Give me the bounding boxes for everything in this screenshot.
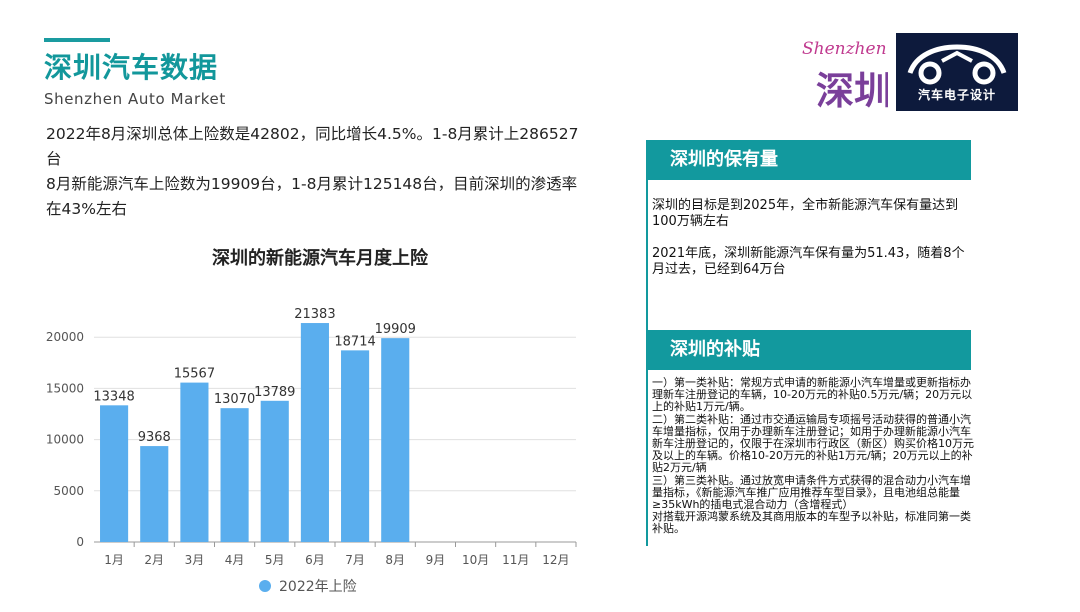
data-label: 15567 [174,367,215,382]
y-tick-label: 20000 [46,330,84,344]
bar [100,405,129,542]
subsidy-paragraph: 对搭载开源鸿蒙系统及其商用版本的车型予以补贴，标准同第一类补贴。 [652,510,971,536]
bar [341,350,370,542]
ownership-paragraph: 深圳的目标是到2025年，全市新能源汽车保有量达到100万辆左右 [652,198,959,229]
title-accent-bar [44,38,110,42]
x-tick-label: 8月 [385,553,405,567]
legend-label: 2022年上险 [279,579,357,595]
brand-logo: 汽车电子设计 [896,33,1018,111]
x-tick-label: 6月 [305,553,325,567]
x-tick-label: 1月 [104,553,124,567]
page-subtitle: Shenzhen Auto Market [44,90,226,108]
data-label: 9368 [138,430,171,445]
y-tick-label: 0 [76,535,84,549]
shenzhen-logo-text: 深圳 [816,69,888,112]
shenzhen-logo-graphic: Shenzhen 深圳 [802,39,892,113]
x-tick-label: 3月 [185,553,205,567]
subsidy-paragraph: 三）第三类补贴。通过放宽申请条件方式获得的混合动力小汽车增量指标，《新能源汽车推… [652,473,971,512]
summary-line-total: 2022年8月深圳总体上险数是42802，同比增长4.5%。1-8月累计上286… [46,125,579,168]
shenzhen-logo-script: Shenzhen [802,39,887,59]
chart-svg: 0 5000 10000 15000 20000 1月 13348 2月 9368 3月 15567… [46,307,577,595]
monthly-nev-chart: 深圳的新能源汽车月度上险 0 5000 10000 15000 20000 1月 13348… [40,236,600,608]
data-label: 21383 [294,307,335,322]
bar [180,382,209,542]
x-tick-label: 7月 [345,553,365,567]
summary-text: 2022年8月深圳总体上险数是42802，同比增长4.5%。1-8月累计上286… [46,122,586,222]
y-tick-label: 10000 [46,433,84,447]
data-label: 19909 [375,322,416,337]
data-label: 18714 [334,334,375,349]
x-tick-label: 11月 [502,553,529,567]
bar [140,446,169,542]
subsidy-divider [646,370,648,546]
subsidy-paragraph: 一）第一类补贴：常规方式申请的新能源小汽车增量或更新指标办理新车注册登记的车辆，… [652,376,973,414]
x-tick-label: 12月 [542,553,569,567]
chart-title: 深圳的新能源汽车月度上险 [212,248,428,269]
subsidy-heading: 深圳的补贴 [646,330,971,370]
summary-line-nev: 8月新能源汽车上险数为19909台，1-8月累计125148台，目前深圳的渗透率… [46,175,578,218]
legend-marker [259,580,271,592]
data-label: 13789 [254,385,295,400]
subsidy-paragraph: 二）第二类补贴：通过市交通运输局专项摇号活动获得的普通小汽车增量指标，仅用于办理… [652,412,974,475]
ownership-heading: 深圳的保有量 [646,140,971,180]
x-tick-label: 10月 [462,553,489,567]
shenzhen-city-logo: Shenzhen 深圳 [800,32,892,113]
ownership-paragraph: 2021年底，深圳新能源汽车保有量为51.43，随着8个月过去，已经到64万台 [652,246,965,277]
x-tick-label: 2月 [144,553,164,567]
x-tick-label: 5月 [265,553,285,567]
x-tick-label: 4月 [225,553,245,567]
y-tick-label: 15000 [46,381,84,395]
bar [220,408,249,542]
data-label: 13348 [93,389,134,404]
bar [381,338,410,542]
subsidy-text: 一）第一类补贴：常规方式申请的新能源小汽车增量或更新指标办理新车注册登记的车辆，… [652,376,976,536]
page-title: 深圳汽车数据 [44,51,219,84]
bar [300,323,329,542]
y-tick-label: 5000 [53,484,84,498]
x-tick-label: 9月 [426,553,446,567]
bar [260,400,289,542]
ownership-divider [646,180,648,330]
brand-logo-text: 汽车电子设计 [917,88,996,102]
ownership-text: 深圳的目标是到2025年，全市新能源汽车保有量达到100万辆左右 2021年底，… [652,198,972,294]
car-icon [907,44,1007,85]
data-label: 13070 [214,392,255,407]
